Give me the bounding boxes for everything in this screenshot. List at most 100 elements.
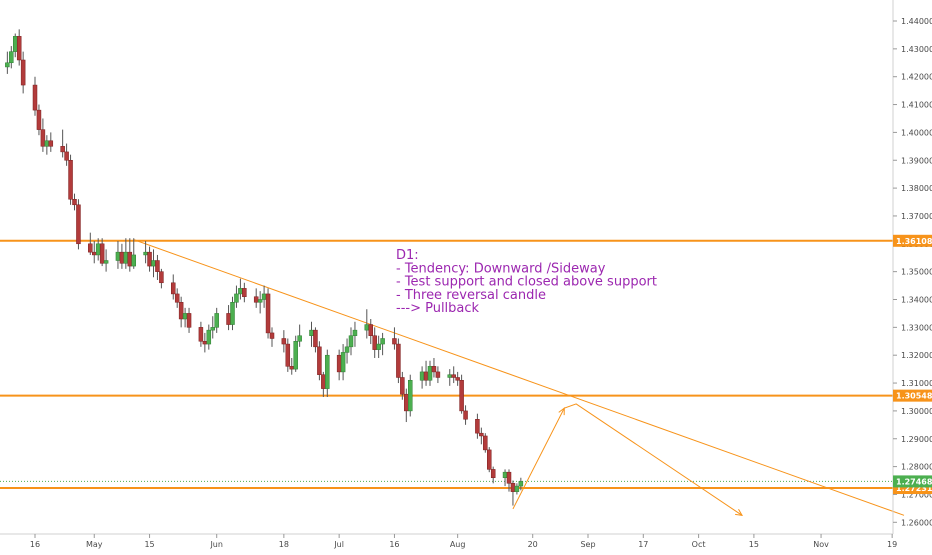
candle-body <box>88 243 93 253</box>
candle <box>423 360 429 386</box>
candle-body <box>490 469 496 478</box>
candle-body <box>261 293 267 300</box>
candle <box>313 327 318 353</box>
candle-body <box>257 299 263 303</box>
candle-body <box>281 338 287 345</box>
candle <box>340 344 346 381</box>
candle <box>269 327 275 347</box>
candle-body <box>404 393 409 412</box>
price-tick-label: 1.26000 <box>901 518 932 527</box>
candle <box>514 483 520 495</box>
candle <box>127 238 133 272</box>
candle-body <box>115 251 121 261</box>
candle <box>88 232 93 255</box>
candle <box>123 238 129 269</box>
projection-path[interactable] <box>512 403 743 516</box>
annotation-line: - Test support and closed above support <box>396 275 657 290</box>
candle-body <box>174 293 180 303</box>
candle-body <box>226 313 231 325</box>
price-tick-label: 1.27000 <box>901 490 932 499</box>
time-tick-label: May <box>86 540 103 549</box>
candle <box>506 469 512 492</box>
price-tick-label: 1.44000 <box>901 17 932 26</box>
candle-body <box>182 313 188 320</box>
candle-body <box>400 377 405 395</box>
candle <box>36 104 42 136</box>
candle <box>60 129 65 158</box>
candle-body <box>419 371 425 381</box>
candle-body <box>9 51 14 64</box>
candle-body <box>143 251 148 256</box>
descending-trendline[interactable] <box>133 239 905 516</box>
candle <box>285 338 291 372</box>
candle-body <box>202 341 208 345</box>
candle <box>202 332 208 353</box>
horizontal-levels[interactable] <box>0 239 893 490</box>
candle-body <box>455 377 460 381</box>
candle-body <box>392 338 397 345</box>
candle <box>309 321 314 347</box>
level-price-label: 1.30548 <box>896 392 932 401</box>
candle <box>487 447 492 473</box>
candle-body <box>99 243 105 264</box>
projection-arrowhead-up <box>558 407 565 416</box>
candle-body <box>214 313 219 328</box>
candle-body <box>40 129 46 147</box>
candle <box>325 349 330 397</box>
candle <box>186 307 192 333</box>
annotation-line: - Tendency: Downward /Sideway <box>396 261 606 276</box>
candle <box>261 285 267 308</box>
candle <box>451 366 456 384</box>
price-tick-label: 1.43000 <box>901 45 932 54</box>
candle <box>463 405 468 425</box>
candle-body <box>186 313 192 328</box>
candle <box>289 357 294 375</box>
candle-body <box>427 366 433 381</box>
annotation-title: D1: <box>396 248 419 263</box>
candle-body <box>64 151 69 161</box>
candle <box>435 366 441 384</box>
candle <box>210 316 215 339</box>
candle-body <box>123 251 129 264</box>
candle-body <box>483 435 488 451</box>
candle-body <box>336 354 342 373</box>
candle-body <box>253 296 259 303</box>
price-tick-label: 1.35000 <box>901 268 932 277</box>
annotation-note[interactable]: D1: - Tendency: Downward /Sideway - Test… <box>396 248 657 316</box>
candle <box>372 327 377 358</box>
price-tick-label: 1.38000 <box>901 184 932 193</box>
candle-body <box>293 341 298 370</box>
candle-body <box>151 260 156 267</box>
candle <box>404 388 409 423</box>
candle <box>20 51 26 94</box>
trendline-drawings[interactable] <box>133 239 905 516</box>
candle <box>32 76 38 116</box>
price-tick-label: 1.28000 <box>901 463 932 472</box>
time-tick-label: Jun <box>209 540 223 549</box>
candle-body <box>127 251 133 267</box>
candle <box>171 274 176 300</box>
price-tick-label: 1.33000 <box>901 323 932 332</box>
candle-body <box>396 343 401 378</box>
candle-body <box>447 374 452 378</box>
candle <box>447 369 452 386</box>
projection-arrowhead-down <box>735 509 744 516</box>
candle <box>131 238 136 269</box>
candle-body <box>479 432 484 437</box>
price-tick-label: 1.39000 <box>901 156 932 165</box>
candle-body <box>72 198 77 206</box>
annotation-line: ---> Pullback <box>396 301 480 316</box>
candle-body <box>238 288 243 295</box>
time-tick-label: Oct <box>692 540 706 549</box>
candle <box>44 135 50 155</box>
candle <box>368 318 373 345</box>
candle-body <box>230 302 235 325</box>
time-tick-label: 20 <box>528 540 538 549</box>
candle-body <box>20 59 26 86</box>
candle <box>317 341 322 381</box>
time-tick-label: Nov <box>813 540 829 549</box>
candle-body <box>13 36 18 52</box>
